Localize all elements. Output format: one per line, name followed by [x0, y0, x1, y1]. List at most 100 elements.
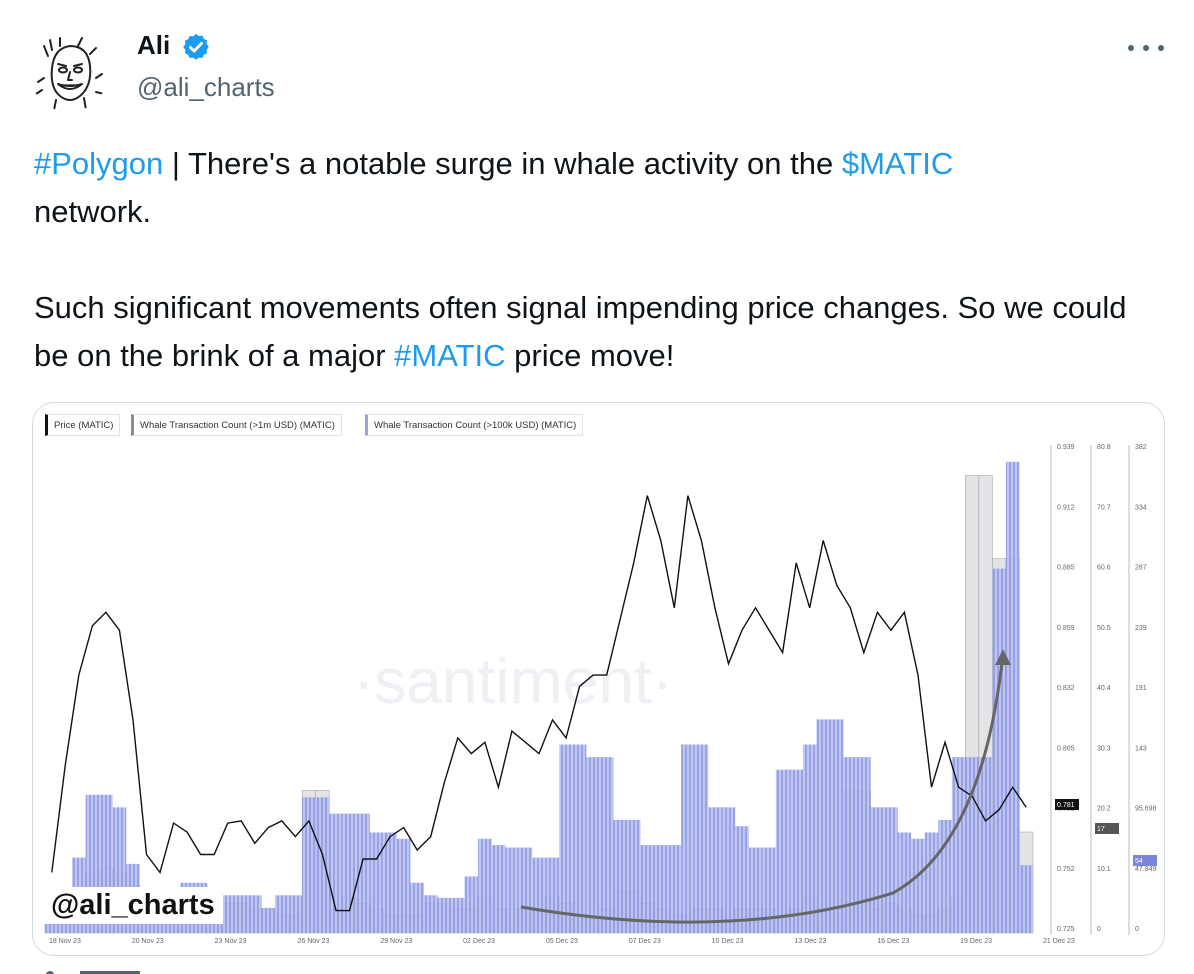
legend-label: Price (MATIC) [54, 419, 114, 431]
whale-100k-bar [911, 838, 925, 933]
whale-100k-bar [978, 757, 993, 933]
author-avatar[interactable] [30, 34, 108, 112]
tweet-paragraph-1: #Polygon | There's a notable surge in wh… [34, 140, 1154, 236]
legend-whale-100k[interactable]: Whale Transaction Count (>100k USD) (MAT… [365, 414, 584, 436]
whale-100k-bar [816, 719, 830, 933]
x-tick-label: 20 Nov 23 [132, 938, 164, 945]
axis-tick-label: 0.752 [1057, 866, 1075, 873]
whale-100k-bar [410, 882, 424, 933]
axis-tick-label: 0 [1097, 926, 1101, 933]
whale-100k-bar [491, 845, 506, 933]
legend-whale-1m[interactable]: Whale Transaction Count (>1m USD) (MATIC… [131, 414, 342, 436]
current-price-badge-bg [1055, 799, 1079, 810]
whale-100k-bar [789, 769, 803, 933]
whale-100k-bar [396, 838, 411, 933]
whale-100k-bar [870, 807, 885, 933]
segment[interactable]: #Polygon [34, 146, 164, 181]
whale-100k-bar [640, 845, 655, 933]
whale-100k-bar [1019, 865, 1033, 933]
trend-arrowhead [995, 649, 1011, 665]
whale-100k-bar [302, 797, 316, 933]
axis-tick-label: 0.805 [1057, 745, 1075, 752]
verified-badge-icon [183, 33, 209, 60]
whale-100k-bar [857, 757, 871, 933]
x-tick-label: 19 Dec 23 [960, 938, 992, 945]
dot [1158, 45, 1164, 51]
whale-100k-bar [1005, 461, 1020, 933]
whale-100k-bar [721, 807, 736, 933]
x-tick-label: 29 Nov 23 [380, 938, 412, 945]
segment: | There's a notable surge in whale activ… [163, 146, 842, 181]
axis-tick-label: 239 [1135, 625, 1147, 632]
user-icon [46, 971, 140, 974]
axis-tick-label: 334 [1135, 504, 1147, 511]
tweet-media-image[interactable]: ·santiment· 0.939 0.912 0.885 0.859 0.832 0.80… [32, 402, 1165, 956]
axis-tick-label: 50.5 [1097, 625, 1111, 632]
axis-tick-label: 143 [1135, 745, 1147, 752]
action-row-partial [40, 962, 160, 974]
whale-100k-bar [369, 832, 384, 933]
whale-100k-bar [829, 719, 844, 933]
axis-tick-label: 30.3 [1097, 745, 1111, 752]
axis-tick-label: 0.939 [1057, 444, 1075, 451]
whale-100k-bar [315, 797, 330, 933]
dot [1143, 45, 1149, 51]
axis-tick-label: 0.885 [1057, 565, 1075, 572]
whale-100k-bar [681, 744, 695, 933]
segment: price move! [505, 338, 675, 373]
whale-100k-bar [992, 568, 1006, 933]
whale-100k-bar [342, 813, 357, 933]
tweet-paragraph-2: Such significant movements often signal … [34, 284, 1154, 380]
whale-100k-bar [654, 845, 668, 933]
whale-100k-bar [708, 807, 722, 933]
current-whale-100k-badge-bg [1133, 855, 1157, 866]
whale-100k-bar [220, 895, 235, 933]
whale-100k-bar [884, 807, 898, 933]
whale-100k-bar [924, 832, 939, 933]
tweet-text: #Polygon | There's a notable surge in wh… [34, 140, 1154, 380]
whale-100k-bar [667, 845, 682, 933]
legend-price[interactable]: Price (MATIC) [45, 414, 121, 436]
axis-tick-label: 0.725 [1057, 926, 1075, 933]
x-tick-label: 05 Dec 23 [546, 938, 578, 945]
axis-tick-label: 287 [1135, 565, 1147, 572]
whale-100k-bar [356, 813, 370, 933]
segment[interactable]: $MATIC [841, 146, 954, 181]
axis-tick-label: 80.8 [1097, 444, 1111, 451]
current-whale-100k-badge: 54 [1135, 858, 1143, 865]
segment: Such significant movements often signal … [34, 290, 1127, 373]
whale-100k-bar [234, 895, 249, 933]
x-tick-label: 10 Dec 23 [712, 938, 744, 945]
axis-tick-label: 47.849 [1135, 866, 1157, 873]
author-name[interactable]: Ali [137, 30, 171, 60]
whale-100k-bar [288, 895, 303, 933]
whale-100k-bar [694, 744, 709, 933]
whale-100k-bar [261, 907, 276, 933]
author-handle[interactable]: @ali_charts [137, 72, 275, 102]
whale-100k-bar [599, 757, 614, 933]
x-tick-label: 23 Nov 23 [215, 938, 247, 945]
handle-watermark: @ali_charts [43, 887, 223, 924]
more-dots-icon[interactable] [1128, 36, 1164, 60]
meme-face-avatar-icon [30, 34, 108, 112]
whale-100k-bar [464, 876, 479, 933]
santiment-watermark: ·santiment· [353, 645, 673, 717]
whale-100k-bar [802, 744, 817, 933]
segment[interactable]: #MATIC [394, 338, 506, 373]
current-whale-1m-badge-bg [1095, 823, 1119, 834]
axis-tick-label: 40.4 [1097, 685, 1111, 692]
whale-100k-bar [572, 744, 587, 933]
axis-tick-label: 191 [1135, 685, 1147, 692]
whale-100k-bar [843, 757, 858, 933]
whale-100k-bar [383, 832, 397, 933]
whale-100k-bar [559, 744, 573, 933]
whale-100k-bar [505, 847, 519, 933]
axis-tick-label: 0.832 [1057, 685, 1075, 692]
axis-tick-label: 0.859 [1057, 625, 1075, 632]
x-tick-label: 21 Dec 23 [1043, 938, 1075, 945]
whale-100k-bar [762, 847, 776, 933]
whale-100k-bar [735, 826, 749, 933]
current-whale-1m-badge: 17 [1097, 826, 1105, 833]
whale-100k-bar [248, 895, 262, 933]
